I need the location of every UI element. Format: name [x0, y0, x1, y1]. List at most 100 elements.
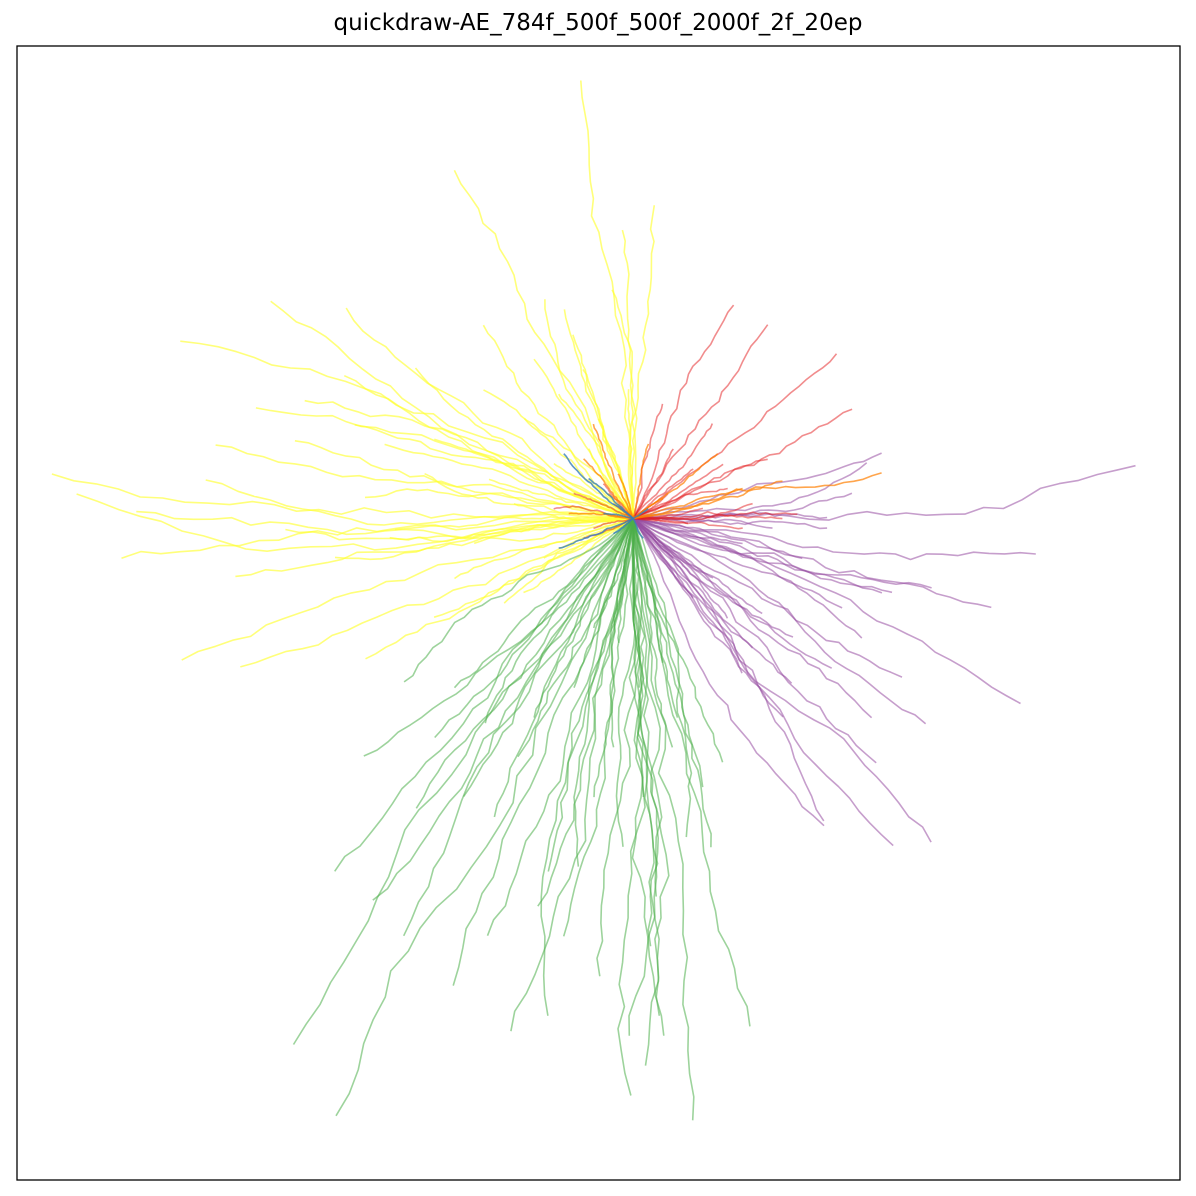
trajectory-line [563, 453, 634, 520]
trajectory-line [540, 518, 635, 1016]
trajectory-line [631, 205, 656, 519]
trajectory-line [51, 473, 634, 520]
trajectory-line [633, 472, 882, 520]
trajectory-line [434, 517, 634, 739]
trajectory-line [628, 518, 663, 1036]
trajectory-line [517, 518, 635, 758]
trajectory-line [632, 517, 877, 764]
trajectory-line [632, 517, 843, 609]
trajectory-line [454, 517, 634, 580]
trajectory-line [593, 518, 635, 629]
trajectory-line [633, 480, 783, 520]
trajectory-line [632, 517, 927, 725]
trajectory-line [402, 518, 634, 937]
trajectory-line [617, 518, 646, 1096]
trajectory-line [633, 517, 743, 545]
trajectory-line [633, 517, 1036, 561]
trajectory-line [631, 518, 646, 798]
trajectory-line [558, 517, 634, 549]
trajectory-line [403, 517, 634, 683]
trajectory-line [453, 517, 634, 689]
trajectory-line [632, 518, 659, 947]
trajectory-line [632, 518, 784, 718]
trajectory-line [613, 517, 634, 535]
trajectory-line [632, 517, 1021, 705]
trajectory-line [632, 518, 679, 718]
chart-title: quickdraw-AE_784f_500f_500f_2000f_2f_20e… [333, 10, 863, 36]
trajectory-line [510, 518, 635, 1032]
trajectory-line [633, 517, 932, 589]
trajectory-line [453, 169, 635, 519]
trajectory-line [632, 518, 825, 827]
trajectory-line [285, 517, 634, 543]
trajectory-line [484, 518, 634, 724]
trajectory-line [205, 479, 634, 526]
trajectory-line [593, 517, 634, 530]
trajectory-line [345, 307, 634, 520]
trajectory-line [482, 324, 634, 519]
trajectory-line [523, 517, 634, 594]
trajectory-line [486, 518, 635, 936]
trajectory-line [632, 423, 714, 519]
trajectory-line [633, 511, 798, 521]
series-group [51, 80, 656, 668]
trajectory-line [235, 517, 634, 578]
trajectory-line [76, 493, 634, 553]
trajectory-line [633, 517, 743, 530]
trajectory-line [364, 488, 634, 520]
trajectory-line [354, 424, 634, 520]
trajectory-line [617, 473, 635, 519]
trajectory-line [583, 458, 634, 520]
trajectory-line [632, 508, 649, 520]
trajectory-line [415, 518, 634, 809]
trajectory-line [632, 518, 695, 1121]
trajectory-line [632, 517, 714, 579]
trajectory-line [632, 443, 650, 519]
trajectory-line [394, 515, 634, 531]
series-group [292, 517, 751, 1121]
trajectory-line [632, 353, 838, 520]
trajectory-line [384, 443, 634, 520]
trajectory-line [414, 367, 634, 520]
trajectory-line [334, 517, 634, 872]
trajectory-line [633, 517, 803, 560]
plot-frame [16, 45, 1181, 1181]
series-group [632, 452, 1136, 847]
trajectory-line [632, 518, 664, 663]
trajectory-line [627, 389, 635, 519]
trajectory-line [592, 423, 635, 519]
trajectory-line [580, 80, 635, 519]
trajectory-line [452, 518, 635, 986]
trajectory-line [215, 444, 634, 520]
trajectory-line [544, 299, 635, 519]
trajectory-line [334, 517, 634, 561]
trajectory-line [632, 518, 712, 848]
trajectory-line [633, 487, 743, 520]
trajectory-line [633, 487, 728, 520]
trajectory-line [372, 518, 634, 901]
trajectory-line [562, 518, 635, 937]
trajectory-line [633, 517, 992, 609]
series-layer [51, 80, 1136, 1121]
trajectory-line [632, 517, 873, 719]
trajectory-line [632, 448, 674, 519]
trajectory-line [632, 518, 825, 822]
trajectory-line [632, 517, 903, 678]
trajectory-line [533, 358, 634, 519]
trajectory-line [632, 518, 644, 539]
trajectory-line [611, 289, 635, 519]
trajectory-line [632, 518, 724, 763]
trajectory-line [596, 518, 638, 977]
trajectory-line [573, 492, 634, 520]
trajectory-line [632, 518, 694, 599]
trajectory-line [632, 304, 735, 519]
trajectory-line [294, 440, 634, 520]
trajectory-line [568, 512, 634, 520]
trajectory-line [363, 517, 634, 757]
series-group [558, 453, 649, 549]
trajectory-line [632, 458, 768, 520]
trajectory-line [292, 518, 634, 1045]
series-group [568, 423, 882, 520]
trajectory-line [433, 517, 634, 618]
